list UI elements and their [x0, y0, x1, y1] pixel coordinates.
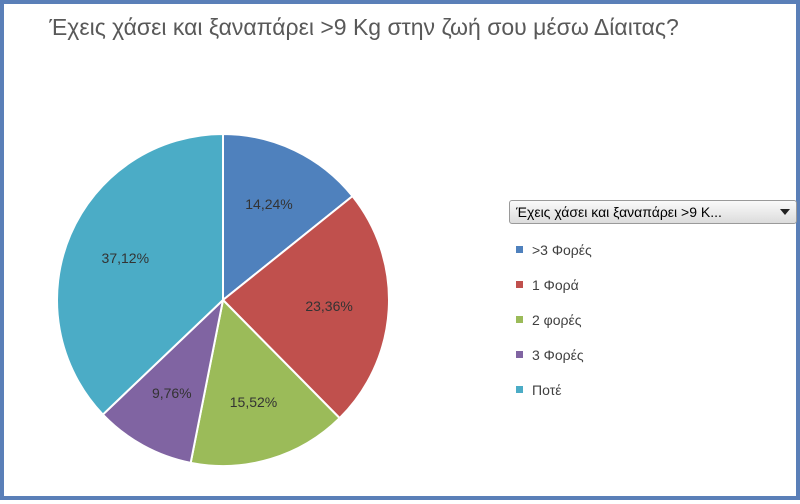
- legend-label: 1 Φορά: [532, 276, 579, 293]
- slice-percent-label: 15,52%: [230, 394, 277, 410]
- slice-percent-label: 14,24%: [245, 196, 292, 212]
- legend-filter-label: Έχεις χάσει και ξαναπάρει >9 K...: [516, 204, 722, 220]
- chevron-down-icon[interactable]: [780, 209, 790, 215]
- pie-slice: [189, 297, 342, 467]
- chart-title: Έχεις χάσει και ξαναπάρει >9 Kg στην ζωή…: [49, 14, 679, 40]
- legend-item: 3 Φορές: [516, 337, 592, 372]
- pie-slice: [222, 132, 354, 303]
- legend-label: 3 Φορές: [532, 346, 584, 363]
- chart-legend: >3 Φορές 1 Φορά 2 φορές 3 Φορές Ποτέ: [516, 232, 592, 407]
- legend-swatch: [516, 351, 523, 358]
- legend-swatch: [516, 316, 523, 323]
- slice-percent-label: 37,12%: [102, 250, 149, 266]
- legend-swatch: [516, 246, 523, 253]
- legend-filter-dropdown[interactable]: Έχεις χάσει και ξαναπάρει >9 K...: [509, 200, 797, 224]
- legend-swatch: [516, 281, 523, 288]
- legend-item: >3 Φορές: [516, 232, 592, 267]
- legend-item: 1 Φορά: [516, 267, 592, 302]
- pie-slice: [56, 132, 224, 416]
- slice-percent-label: 23,36%: [305, 298, 352, 314]
- pie-chart: 14,24% 23,36% 15,52% 9,76% 37,12%: [56, 132, 390, 467]
- legend-label: 2 φορές: [532, 311, 582, 328]
- pie-slice: [221, 194, 390, 420]
- legend-label: Ποτέ: [532, 381, 562, 398]
- legend-item: 2 φορές: [516, 302, 592, 337]
- pie-slice: [101, 297, 225, 464]
- slice-percent-label: 9,76%: [152, 385, 192, 401]
- legend-label: >3 Φορές: [532, 241, 592, 258]
- legend-item: Ποτέ: [516, 372, 592, 407]
- legend-swatch: [516, 386, 523, 393]
